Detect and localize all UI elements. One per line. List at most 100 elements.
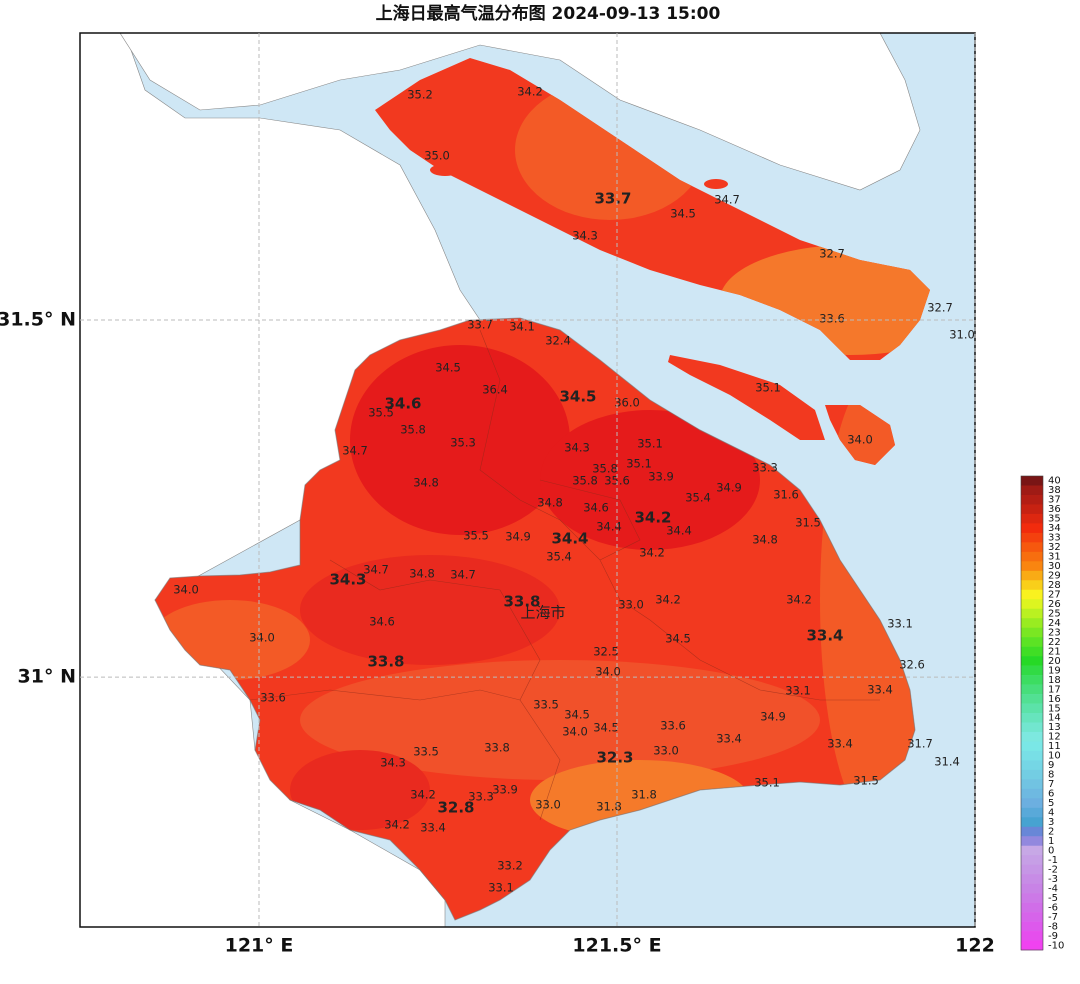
colorbar-cell (1021, 665, 1043, 676)
station-label: 33.6 (260, 691, 286, 705)
colorbar-cell (1021, 542, 1043, 553)
station-label: 34.2 (384, 818, 410, 832)
station-label: 35.1 (626, 457, 652, 471)
colorbar-label: -5 (1048, 893, 1058, 904)
station-label: 34.4 (666, 524, 692, 538)
station-label: 34.2 (634, 509, 671, 527)
colorbar-cell (1021, 646, 1043, 657)
station-label: 35.8 (592, 462, 618, 476)
colorbar-cell (1021, 902, 1043, 913)
station-label: 33.4 (827, 737, 853, 751)
colorbar-label: -4 (1048, 883, 1058, 894)
colorbar-cell (1021, 817, 1043, 828)
station-label: 34.8 (752, 533, 778, 547)
colorbar-label: 1 (1048, 836, 1054, 847)
colorbar-label: -6 (1048, 902, 1058, 913)
station-label: 35.5 (368, 406, 394, 420)
colorbar-cell (1021, 864, 1043, 875)
colorbar-label: 14 (1048, 713, 1061, 724)
station-label: 34.2 (410, 788, 436, 802)
colorbar-label: 12 (1048, 732, 1061, 743)
colorbar-cell (1021, 494, 1043, 505)
colorbar-cell (1021, 599, 1043, 610)
station-label: 34.0 (173, 583, 199, 597)
colorbar-label: 36 (1048, 504, 1061, 515)
station-label: 34.8 (409, 567, 435, 581)
colorbar-label: 21 (1048, 646, 1061, 657)
y-tick-label: 31° N (18, 666, 76, 688)
station-label: 33.8 (484, 741, 510, 755)
station-label: 33.0 (618, 598, 644, 612)
station-label: 35.3 (450, 436, 476, 450)
colorbar-label: 31 (1048, 552, 1061, 563)
station-label: 36.4 (482, 383, 508, 397)
colorbar-label: 38 (1048, 485, 1061, 496)
colorbar-label: 3 (1048, 817, 1054, 828)
colorbar-cell (1021, 608, 1043, 619)
colorbar-cell (1021, 694, 1043, 704)
map-area: 35.2 34.2 35.0 33.7 34.7 34.5 34.3 32.7 32.7 33.6… (80, 33, 975, 927)
colorbar-label: 23 (1048, 627, 1061, 638)
colorbar-label: 10 (1048, 751, 1061, 762)
station-label: 33.9 (492, 783, 518, 797)
station-label: 35.6 (604, 474, 630, 488)
station-label: 36.0 (614, 396, 640, 410)
station-label: 32.8 (437, 799, 474, 817)
station-label: 31.5 (795, 516, 821, 530)
land-north (119, 33, 921, 191)
station-label: 33.8 (367, 653, 404, 671)
station-label: 34.8 (413, 476, 439, 490)
colorbar-label: 18 (1048, 675, 1061, 686)
colorbar-cell (1021, 684, 1043, 695)
station-label: 34.6 (583, 501, 609, 515)
colorbar-label: -9 (1048, 931, 1058, 942)
station-label: 34.7 (363, 563, 389, 577)
station-label: 33.2 (497, 859, 523, 873)
colorbar-cell (1021, 760, 1043, 771)
x-tick-label: 121.5° E (572, 935, 661, 957)
city-label: 上海市 (520, 604, 565, 622)
station-label: 34.7 (342, 444, 368, 458)
station-label: 34.7 (450, 568, 476, 582)
colorbar: 4038373635343332313029282726252423222120… (1020, 475, 1064, 951)
station-label: 34.5 (435, 361, 461, 375)
station-label: 33.1 (488, 881, 514, 895)
colorbar-label: -3 (1048, 874, 1058, 885)
station-label: 35.8 (400, 423, 426, 437)
colorbar-label: -10 (1048, 940, 1064, 951)
colorbar-cell (1021, 713, 1043, 723)
colorbar-label: 6 (1048, 789, 1054, 800)
colorbar-cell (1021, 826, 1043, 837)
colorbar-cell (1021, 845, 1043, 856)
station-label: 34.2 (786, 593, 812, 607)
colorbar-cell (1021, 675, 1043, 685)
station-label: 33.1 (785, 684, 811, 698)
station-label: 34.8 (537, 496, 563, 510)
station-label: 34.3 (572, 229, 598, 243)
colorbar-label: -7 (1048, 912, 1058, 923)
colorbar-cell (1021, 485, 1043, 496)
colorbar-label: -1 (1048, 855, 1058, 866)
map-title: 上海日最高气温分布图 2024-09-13 15:00 (376, 3, 721, 24)
colorbar-label: 8 (1048, 770, 1054, 781)
station-labels: 35.2 34.2 35.0 33.7 34.7 34.5 34.3 32.7 32.7 33.6… (173, 85, 975, 895)
station-label: 35.2 (407, 88, 433, 102)
station-label: 32.4 (545, 334, 571, 348)
colorbar-cell (1021, 580, 1043, 591)
colorbar-label: 30 (1048, 561, 1061, 572)
colorbar-cell (1021, 570, 1043, 581)
station-label: 34.2 (517, 85, 543, 99)
colorbar-cell (1021, 513, 1043, 524)
station-label: 33.1 (887, 617, 913, 631)
colorbar-label: 37 (1048, 495, 1061, 506)
station-label: 31.8 (631, 788, 657, 802)
colorbar-cell (1021, 893, 1043, 903)
colorbar-cell (1021, 504, 1043, 515)
colorbar-cell (1021, 836, 1043, 847)
colorbar-cell (1021, 750, 1043, 761)
station-label: 34.5 (564, 708, 590, 722)
colorbar-cell (1021, 589, 1043, 600)
colorbar-cell (1021, 656, 1043, 666)
station-label: 35.4 (546, 550, 572, 564)
